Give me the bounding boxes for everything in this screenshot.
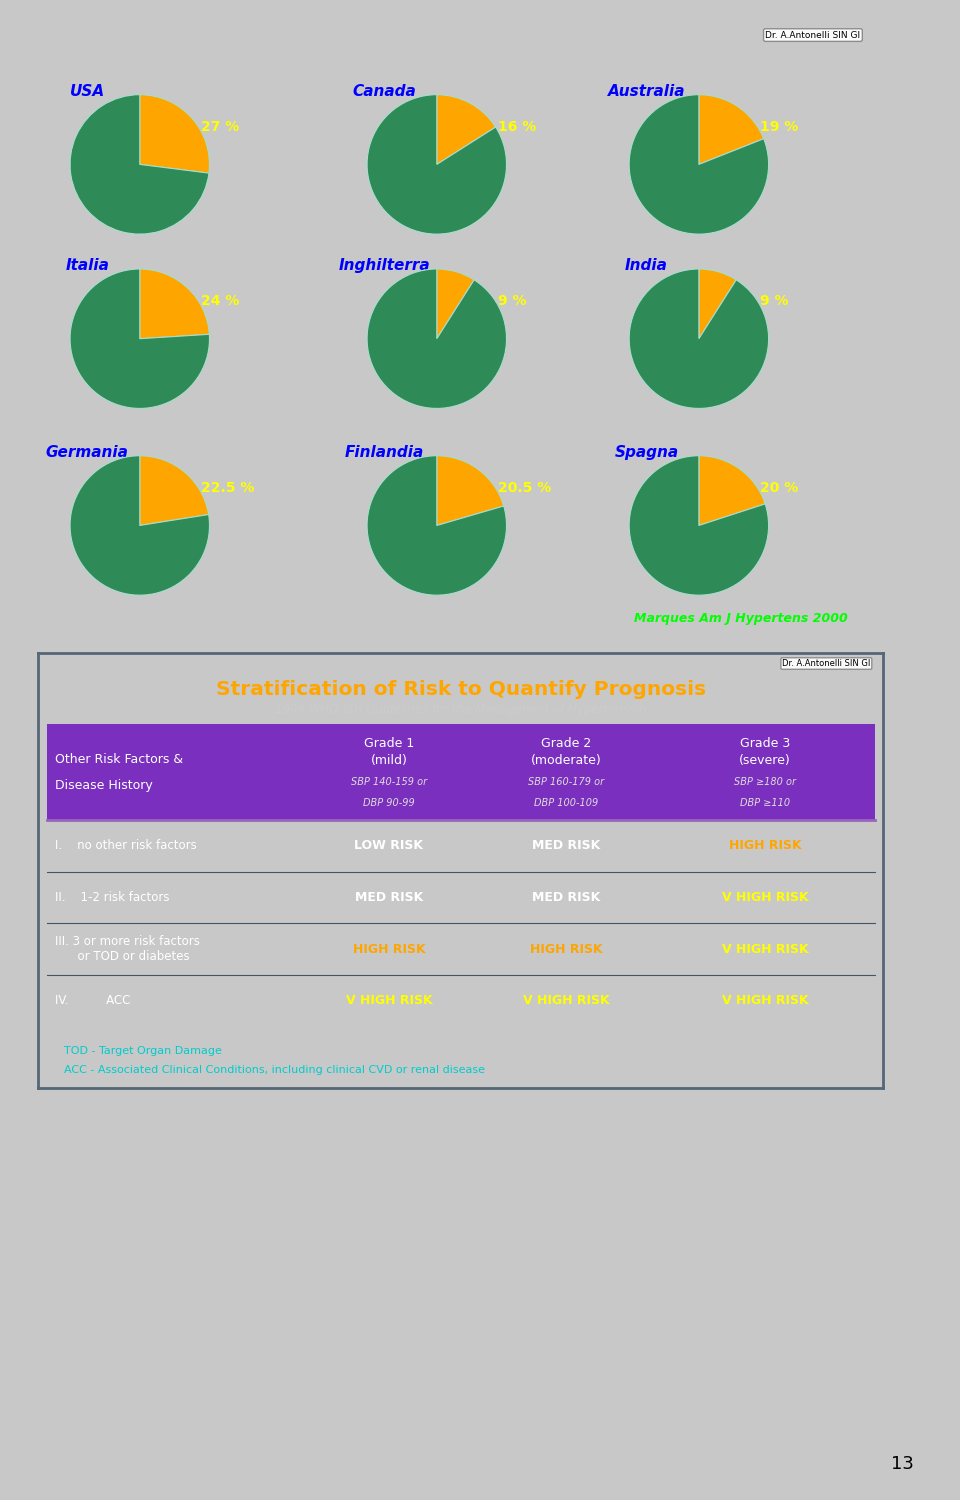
Text: V HIGH RISK: V HIGH RISK: [722, 994, 808, 1008]
Text: 24 %: 24 %: [201, 294, 239, 309]
Text: 9 %: 9 %: [760, 294, 788, 309]
Text: ACC - Associated Clinical Conditions, including clinical CVD or renal disease: ACC - Associated Clinical Conditions, in…: [63, 1065, 485, 1076]
Text: HIGH RISK: HIGH RISK: [352, 942, 425, 956]
Text: V HIGH RISK: V HIGH RISK: [346, 994, 432, 1008]
Text: III. 3 or more risk factors
      or TOD or diabetes: III. 3 or more risk factors or TOD or di…: [56, 934, 201, 963]
Text: DBP ≥110: DBP ≥110: [740, 798, 790, 807]
Text: V HIGH RISK: V HIGH RISK: [523, 994, 610, 1008]
Text: HIGH RISK: HIGH RISK: [530, 942, 603, 956]
Text: 13: 13: [891, 1455, 914, 1473]
Text: Finlandia: Finlandia: [345, 446, 424, 460]
Text: V HIGH RISK: V HIGH RISK: [722, 942, 808, 956]
Text: India: India: [625, 258, 668, 273]
Text: (moderate): (moderate): [531, 754, 602, 766]
Text: 19 %: 19 %: [760, 120, 799, 134]
Text: IV.          ACC: IV. ACC: [56, 994, 131, 1008]
Text: Germania: Germania: [46, 446, 129, 460]
Text: II.    1-2 risk factors: II. 1-2 risk factors: [56, 891, 170, 904]
Text: 27 %: 27 %: [201, 120, 239, 134]
Text: TOD - Target Organ Damage: TOD - Target Organ Damage: [63, 1046, 222, 1056]
Text: 9 %: 9 %: [498, 294, 526, 309]
Text: Canada: Canada: [352, 84, 417, 99]
Text: 20.5 %: 20.5 %: [498, 482, 551, 495]
Text: Dr. A.Antonelli SIN GI: Dr. A.Antonelli SIN GI: [765, 30, 860, 39]
Text: Italia: Italia: [65, 258, 109, 273]
Text: Grade 3: Grade 3: [740, 736, 790, 750]
Text: Disease History: Disease History: [56, 778, 153, 792]
Text: (severe): (severe): [739, 754, 791, 766]
Text: DBP 90-99: DBP 90-99: [363, 798, 415, 807]
Text: SBP ≥180 or: SBP ≥180 or: [734, 777, 796, 786]
Text: Stratification of Risk to Quantify Prognosis: Stratification of Risk to Quantify Progn…: [216, 680, 706, 699]
Text: MED RISK: MED RISK: [355, 891, 423, 904]
Text: 1999 WHO-ISH Guidelines for the Managenent of Hypertension: 1999 WHO-ISH Guidelines for the Managene…: [275, 702, 647, 715]
Text: 20 %: 20 %: [760, 482, 799, 495]
Text: Grade 2: Grade 2: [541, 736, 591, 750]
Text: Other Risk Factors &: Other Risk Factors &: [56, 753, 183, 765]
Text: HIGH RISK: HIGH RISK: [729, 840, 802, 852]
Text: Australia: Australia: [608, 84, 685, 99]
Text: LOW RISK: LOW RISK: [354, 840, 423, 852]
Text: Inghilterra: Inghilterra: [339, 258, 430, 273]
Text: 16 %: 16 %: [498, 120, 537, 134]
Text: USA: USA: [70, 84, 105, 99]
Text: Spagna: Spagna: [614, 446, 679, 460]
Text: 22.5 %: 22.5 %: [201, 482, 254, 495]
Text: SBP 140-159 or: SBP 140-159 or: [351, 777, 427, 786]
Text: Grade 1: Grade 1: [364, 736, 414, 750]
Text: MED RISK: MED RISK: [532, 891, 601, 904]
Text: DBP 100-109: DBP 100-109: [535, 798, 598, 807]
Text: Marques Am J Hypertens 2000: Marques Am J Hypertens 2000: [634, 612, 848, 626]
Text: Dr. A.Antonelli SIN GI: Dr. A.Antonelli SIN GI: [782, 658, 871, 668]
Text: V HIGH RISK: V HIGH RISK: [722, 891, 808, 904]
Text: I.    no other risk factors: I. no other risk factors: [56, 840, 197, 852]
Text: MED RISK: MED RISK: [532, 840, 601, 852]
FancyBboxPatch shape: [47, 724, 875, 821]
Text: SBP 160-179 or: SBP 160-179 or: [528, 777, 605, 786]
Text: (mild): (mild): [371, 754, 407, 766]
